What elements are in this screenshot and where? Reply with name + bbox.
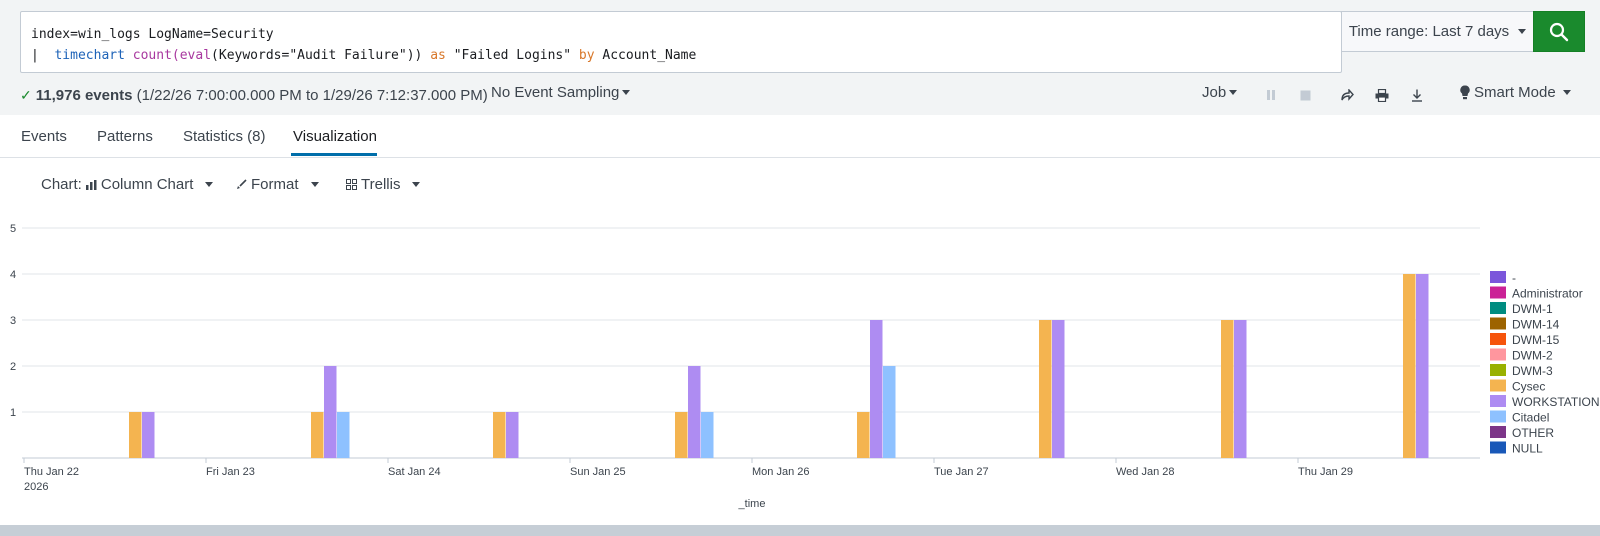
search-mode-dropdown[interactable]: Smart Mode xyxy=(1460,84,1571,101)
tab-visualization[interactable]: Visualization xyxy=(293,128,377,145)
legend-swatch xyxy=(1490,441,1506,454)
legend-swatch xyxy=(1490,302,1506,314)
share-icon[interactable] xyxy=(1338,86,1356,104)
bar-cysec-6 xyxy=(1221,320,1234,458)
chevron-down-icon xyxy=(1562,90,1571,95)
bar-workstation-2 xyxy=(506,412,519,458)
job-menu[interactable]: Job xyxy=(1202,84,1238,101)
y-tick-label: 5 xyxy=(10,223,16,235)
search-line-2: | timechart count(eval(Keywords="Audit F… xyxy=(31,48,697,63)
check-icon: ✓ xyxy=(20,86,32,103)
bar-workstation-5 xyxy=(1052,320,1065,458)
legend-swatch xyxy=(1490,333,1506,345)
x-tick-label: Thu Jan 22 xyxy=(24,466,79,478)
bar-citadel-3 xyxy=(701,412,714,458)
legend-label: Administrator xyxy=(1512,287,1583,301)
page-footer-bar xyxy=(0,525,1600,536)
bar-workstation-3 xyxy=(688,366,701,458)
bar-workstation-0 xyxy=(142,412,155,458)
legend-swatch xyxy=(1490,286,1506,299)
x-tick-year-label: 2026 xyxy=(24,481,48,493)
y-tick-label: 2 xyxy=(10,361,16,373)
column-chart-icon xyxy=(85,179,97,190)
legend-label: DWM-14 xyxy=(1512,318,1560,332)
legend-swatch xyxy=(1490,271,1506,283)
search-line-1: index=win_logs LogName=Security xyxy=(31,27,274,42)
y-tick-label: 4 xyxy=(10,269,16,281)
lightbulb-icon xyxy=(1460,85,1470,100)
format-dropdown[interactable]: Format xyxy=(236,176,319,193)
legend-label: - xyxy=(1512,271,1516,285)
event-count: 11,976 events xyxy=(35,86,133,104)
results-tabs: Events Patterns Statistics (8) Visualiza… xyxy=(0,115,1600,158)
legend-swatch xyxy=(1490,364,1506,376)
x-tick-label: Wed Jan 28 xyxy=(1116,466,1175,478)
bar-cysec-5 xyxy=(1039,320,1052,458)
chevron-down-icon xyxy=(1518,29,1527,34)
bar-cysec-7 xyxy=(1403,274,1416,458)
bar-cysec-0 xyxy=(129,412,142,458)
legend-swatch xyxy=(1490,379,1506,392)
x-tick-label: Sun Jan 25 xyxy=(570,466,626,478)
grid-icon xyxy=(346,179,357,190)
y-tick-label: 3 xyxy=(10,315,16,327)
legend-label: NULL xyxy=(1512,442,1543,456)
search-icon xyxy=(1549,22,1569,41)
brush-icon xyxy=(237,179,247,189)
trellis-dropdown[interactable]: Trellis xyxy=(346,176,421,193)
legend-swatch xyxy=(1490,348,1506,361)
y-tick-label: 1 xyxy=(10,407,16,419)
bar-cysec-1 xyxy=(311,412,324,458)
bar-cysec-2 xyxy=(493,412,506,458)
bar-cysec-3 xyxy=(675,412,688,458)
legend-label: Cysec xyxy=(1512,380,1545,394)
bar-citadel-4 xyxy=(883,366,896,458)
legend-swatch xyxy=(1490,395,1506,407)
x-axis-title: _time xyxy=(738,498,766,510)
download-icon[interactable] xyxy=(1408,86,1426,104)
time-range-label: Time range: Last 7 days xyxy=(1348,23,1510,40)
chevron-down-icon xyxy=(1229,90,1238,95)
chevron-down-icon xyxy=(412,182,421,187)
pause-icon[interactable] xyxy=(1262,86,1280,104)
legend-label: DWM-2 xyxy=(1512,349,1553,363)
x-tick-label: Thu Jan 29 xyxy=(1298,466,1353,478)
active-tab-indicator xyxy=(291,153,377,156)
legend-swatch xyxy=(1490,410,1506,423)
tab-patterns[interactable]: Patterns xyxy=(97,128,153,145)
tab-events[interactable]: Events xyxy=(21,128,67,145)
search-button[interactable] xyxy=(1533,11,1585,52)
chevron-down-icon xyxy=(622,90,631,95)
print-icon[interactable] xyxy=(1373,86,1391,104)
bar-workstation-4 xyxy=(870,320,883,458)
search-input[interactable]: index=win_logs LogName=Security | timech… xyxy=(20,11,1342,73)
bar-workstation-7 xyxy=(1416,274,1429,458)
x-tick-label: Sat Jan 24 xyxy=(388,466,441,478)
legend-label: DWM-15 xyxy=(1512,333,1560,347)
bar-cysec-4 xyxy=(857,412,870,458)
event-sampling-dropdown[interactable]: No Event Sampling xyxy=(491,84,631,101)
bar-workstation-6 xyxy=(1234,320,1247,458)
x-tick-label: Fri Jan 23 xyxy=(206,466,255,478)
chevron-down-icon xyxy=(310,182,319,187)
column-chart: 1 2 3 4 5 Thu Jan 22 2026 Fri Jan 23 Sat Jan 24 S… xyxy=(10,223,1600,510)
x-tick-label: Mon Jan 26 xyxy=(752,466,809,478)
tab-statistics[interactable]: Statistics (8) xyxy=(183,128,266,145)
chevron-down-icon xyxy=(205,182,214,187)
bar-workstation-1 xyxy=(324,366,337,458)
chart-type-dropdown[interactable]: Chart: Column Chart xyxy=(41,176,214,193)
legend-label: OTHER xyxy=(1512,426,1554,440)
legend-label: DWM-3 xyxy=(1512,364,1553,378)
legend-swatch xyxy=(1490,317,1506,330)
x-tick-label: Tue Jan 27 xyxy=(934,466,989,478)
legend-label: Citadel xyxy=(1512,411,1549,425)
legend-label: WORKSTATION xyxy=(1512,395,1600,409)
legend-swatch xyxy=(1490,426,1506,438)
event-time-range: (1/22/26 7:00:00.000 PM to 1/29/26 7:12:… xyxy=(136,86,488,104)
stop-icon[interactable] xyxy=(1296,86,1314,104)
bar-citadel-1 xyxy=(337,412,350,458)
legend-label: DWM-1 xyxy=(1512,302,1553,316)
event-status: ✓ 11,976 events (1/22/26 7:00:00.000 PM … xyxy=(20,84,488,106)
time-range-picker[interactable]: Time range: Last 7 days xyxy=(1341,11,1533,52)
